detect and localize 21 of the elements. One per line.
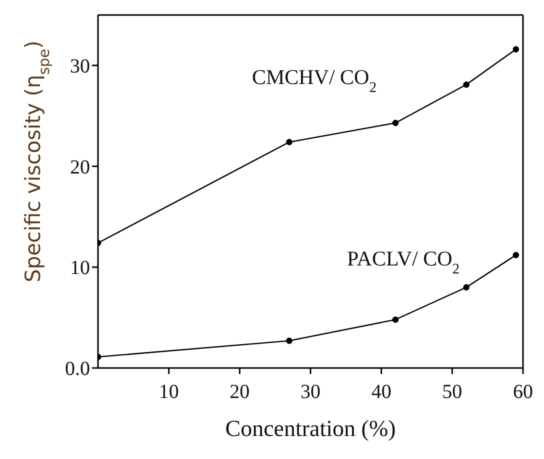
x-tick-label: 50 <box>442 381 462 404</box>
y-tick-label: 30 <box>70 56 90 78</box>
point <box>463 284 470 290</box>
x-tick-label: 20 <box>230 381 250 404</box>
x-tick-label: 30 <box>300 381 320 404</box>
x-tick-label: 40 <box>371 381 392 404</box>
series-label: CMCHV/ CO$_{2}$ <box>252 65 377 96</box>
x-tick-label: 10 <box>158 381 179 404</box>
y-tick-label: 10 <box>70 257 90 280</box>
point <box>392 316 399 323</box>
point <box>463 81 470 88</box>
point <box>286 338 292 344</box>
y-tick-label: 20 <box>70 156 90 178</box>
point <box>512 46 520 52</box>
x-axis-title: Concentration (%) <box>225 416 396 441</box>
point <box>392 120 399 126</box>
x-tick-label: 60 <box>513 381 533 404</box>
y-tick-label: 0.0 <box>65 358 90 380</box>
point <box>286 138 292 146</box>
series-label: PACLV/ CO$_{2}$ <box>347 246 460 278</box>
point <box>512 252 520 258</box>
